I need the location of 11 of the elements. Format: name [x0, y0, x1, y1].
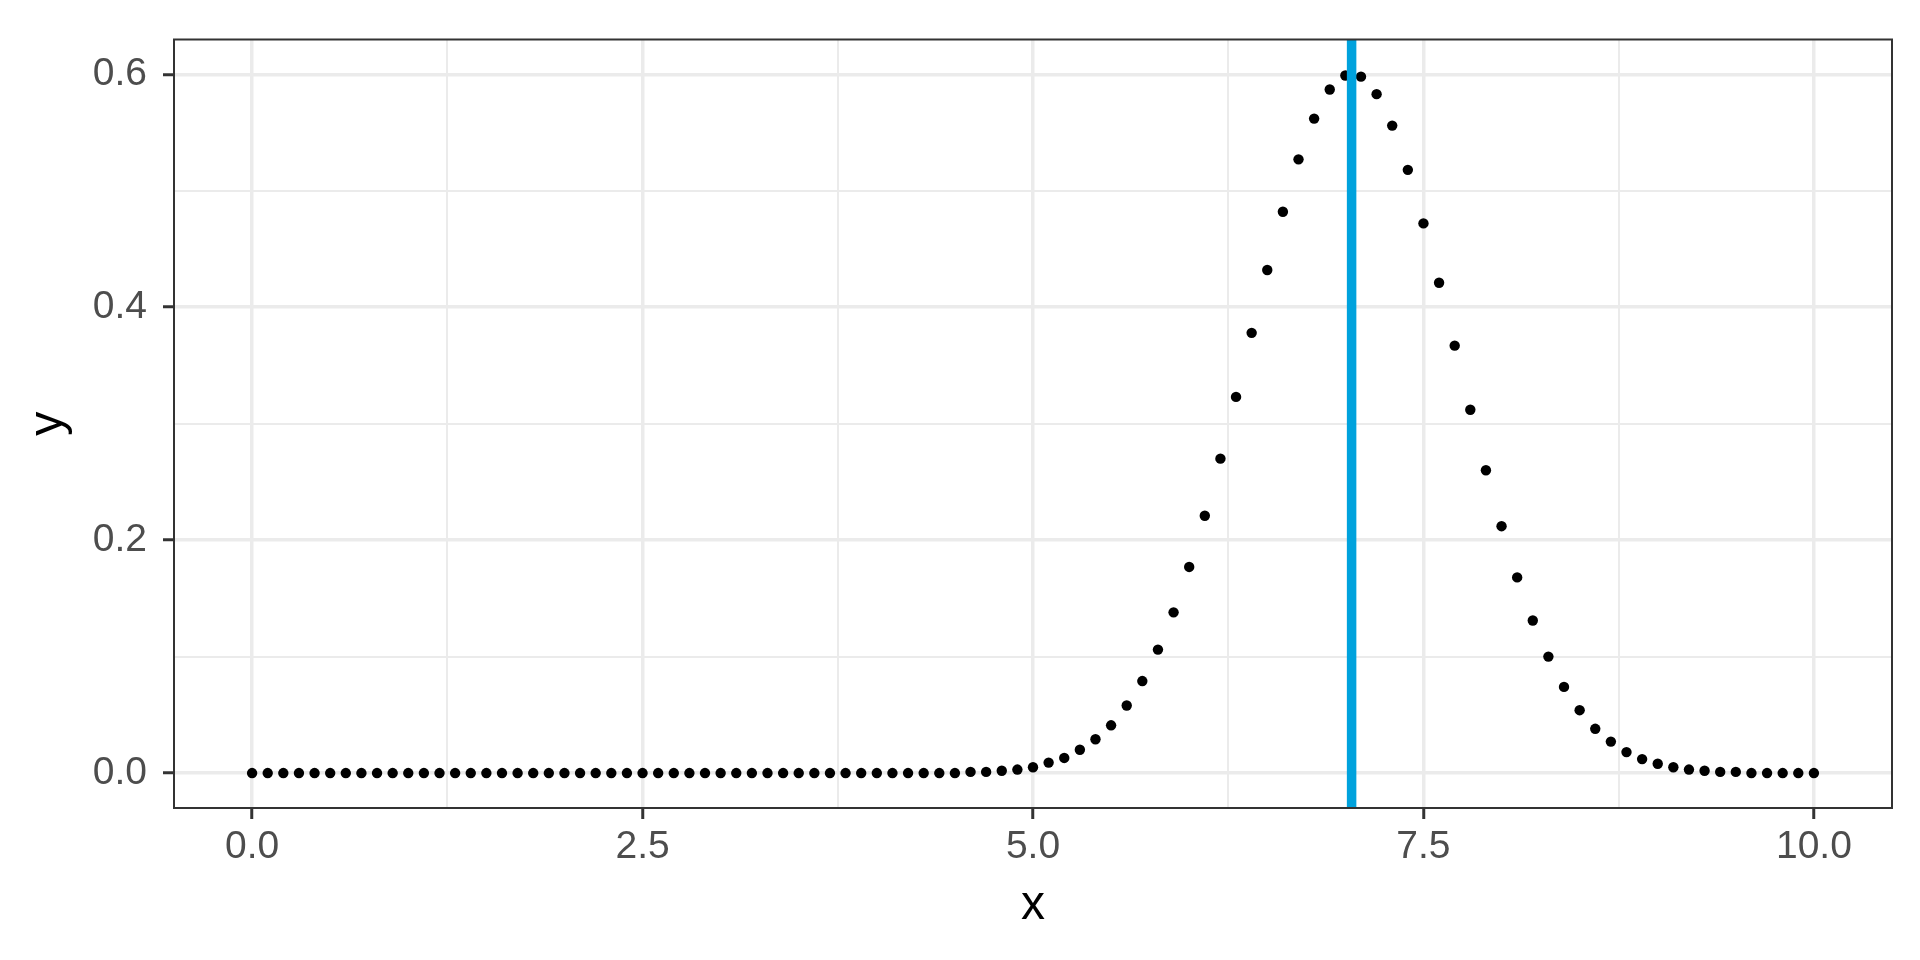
- y-tick-label: 0.0: [92, 748, 147, 792]
- y-tick-label: 0.6: [92, 50, 147, 94]
- y-tick-label: 0.4: [92, 283, 147, 326]
- x-axis-title: x: [1021, 876, 1045, 930]
- x-tick-label: 0.0: [224, 823, 280, 867]
- y-axis-title: y: [19, 411, 73, 436]
- x-tick-label: 7.5: [1396, 823, 1451, 867]
- x-tick-label: 10.0: [1775, 823, 1852, 867]
- x-tick-label: 5.0: [1005, 823, 1061, 867]
- y-tick-label: 0.2: [92, 515, 147, 559]
- x-tick-label: 2.5: [615, 823, 670, 867]
